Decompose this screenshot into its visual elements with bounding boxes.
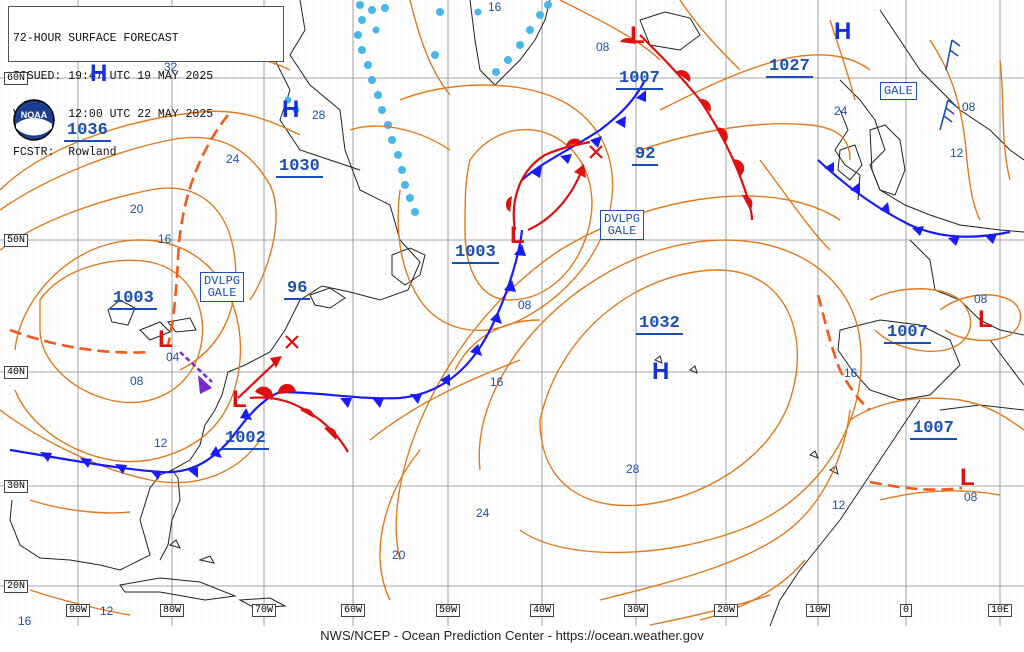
pressure-1027: 1027	[766, 58, 813, 78]
isobar-label: 08	[518, 298, 532, 312]
isobar-label: 16	[18, 614, 32, 628]
latitude-label-50n: 50N	[4, 234, 29, 247]
isobar-label: 28	[312, 108, 326, 122]
pressure-1002: 1002	[222, 430, 269, 450]
low-center-canaries: L	[960, 464, 975, 491]
isobar-label: 24	[226, 152, 240, 166]
warm-front-semicircles	[255, 37, 753, 440]
isobar-label: 32	[164, 60, 178, 74]
developing-gale-west-line1: DVLPG	[204, 274, 241, 288]
noaa-logo: NOAA	[13, 99, 55, 141]
troughs	[9, 114, 963, 491]
longitude-label-20w: 20W	[714, 604, 739, 617]
latitude-label-30n: 30N	[4, 480, 29, 493]
high-center-azores: H	[652, 358, 670, 385]
pressure-1003-central: 1003	[452, 244, 499, 264]
x-marks	[285, 145, 603, 349]
isobar-label: 16	[490, 375, 504, 389]
low-center-greatlakes: L	[158, 326, 173, 353]
isobar-label: 12	[950, 146, 964, 160]
wind-barbs	[939, 39, 961, 131]
longitude-label-70w: 70W	[252, 604, 277, 617]
track-arrows	[237, 169, 584, 399]
longitude-label-80w: 80W	[160, 604, 185, 617]
isobar-label: 12	[154, 436, 168, 450]
isobars	[0, 0, 1024, 626]
isobar-label: 16	[158, 232, 172, 246]
gale-warning-text: GALE	[884, 84, 913, 98]
forecaster-line: FCSTR: Rowland	[13, 145, 117, 159]
isobar-label: 12	[832, 498, 846, 512]
isobar-label: 24	[476, 506, 490, 520]
isobar-label: 24	[834, 104, 848, 118]
stationary-segment	[179, 351, 213, 383]
noaa-logo-text: NOAA	[21, 110, 48, 120]
longitude-label-40w: 40W	[530, 604, 555, 617]
pressure-96: 96	[284, 280, 311, 300]
issued-line: ISSUED: 19:47 UTC 19 MAY 2025	[13, 69, 214, 83]
low-center-bay-biscay: L	[978, 306, 993, 333]
isobar-label: 16	[488, 0, 502, 14]
pressure-1032: 1032	[636, 315, 683, 335]
arrowheads	[270, 164, 586, 368]
cold-front-triangles	[40, 90, 997, 480]
longitude-label-50w: 50W	[436, 604, 461, 617]
pressure-1036: 1036	[64, 122, 111, 142]
isobar-label: 08	[596, 40, 610, 54]
developing-gale-central: DVLPG GALE	[600, 210, 645, 240]
pressure-1007-north: 1007	[616, 70, 663, 90]
forecast-title: 72-HOUR SURFACE FORECAST	[13, 32, 179, 46]
pressure-92: 92	[632, 146, 659, 166]
latitude-label-40n: 40N	[4, 366, 29, 379]
pressure-1007-east: 1007	[884, 324, 931, 344]
isobar-label: 04	[166, 350, 180, 364]
pressure-1030: 1030	[276, 158, 323, 178]
isobar-label: 28	[626, 462, 640, 476]
longitude-label-10w: 10W	[806, 604, 831, 617]
isobar-label: 08	[964, 490, 978, 504]
isobar-label: 08	[130, 374, 144, 388]
gale-warning: GALE	[880, 82, 917, 100]
footer-credit: NWS/NCEP - Ocean Prediction Center - htt…	[320, 628, 704, 643]
forecast-header: 72-HOUR SURFACE FORECAST ISSUED: 19:47 U…	[8, 6, 284, 158]
isobar-label: 20	[130, 202, 144, 216]
longitude-label-0: 0	[900, 604, 913, 617]
developing-gale-west-line2: GALE	[207, 286, 237, 300]
longitude-label-30w: 30W	[624, 604, 649, 617]
high-center-labrador: H	[282, 96, 300, 123]
graticule	[0, 0, 1024, 626]
developing-gale-west: DVLPG GALE	[200, 272, 245, 302]
longitude-label-90w: 90W	[66, 604, 91, 617]
developing-gale-central-line1: DVLPG	[604, 212, 641, 226]
latitude-label-20n: 20N	[4, 580, 29, 593]
stationary-marker	[198, 375, 212, 394]
high-center-north: H	[834, 18, 852, 45]
pressure-1003-west: 1003	[110, 290, 157, 310]
developing-gale-central-line2: GALE	[607, 224, 637, 238]
low-center-iceland: L	[630, 22, 645, 49]
isobar-label: 12	[100, 604, 114, 618]
longitude-label-60w: 60W	[341, 604, 366, 617]
isobar-label: 20	[392, 548, 406, 562]
pressure-1007-southeast: 1007	[910, 420, 957, 440]
low-center-capehatteras: L	[232, 386, 247, 413]
high-center-west: H	[90, 60, 108, 87]
latitude-label-60n: 60N	[4, 72, 29, 85]
isobar-label: 08	[962, 100, 976, 114]
longitude-label-10e: 10E	[988, 604, 1013, 617]
ice-edge	[284, 1, 552, 216]
isobar-label: 08	[974, 292, 988, 306]
low-center-midatlantic: L	[510, 222, 525, 249]
isobar-label: 16	[844, 366, 858, 380]
